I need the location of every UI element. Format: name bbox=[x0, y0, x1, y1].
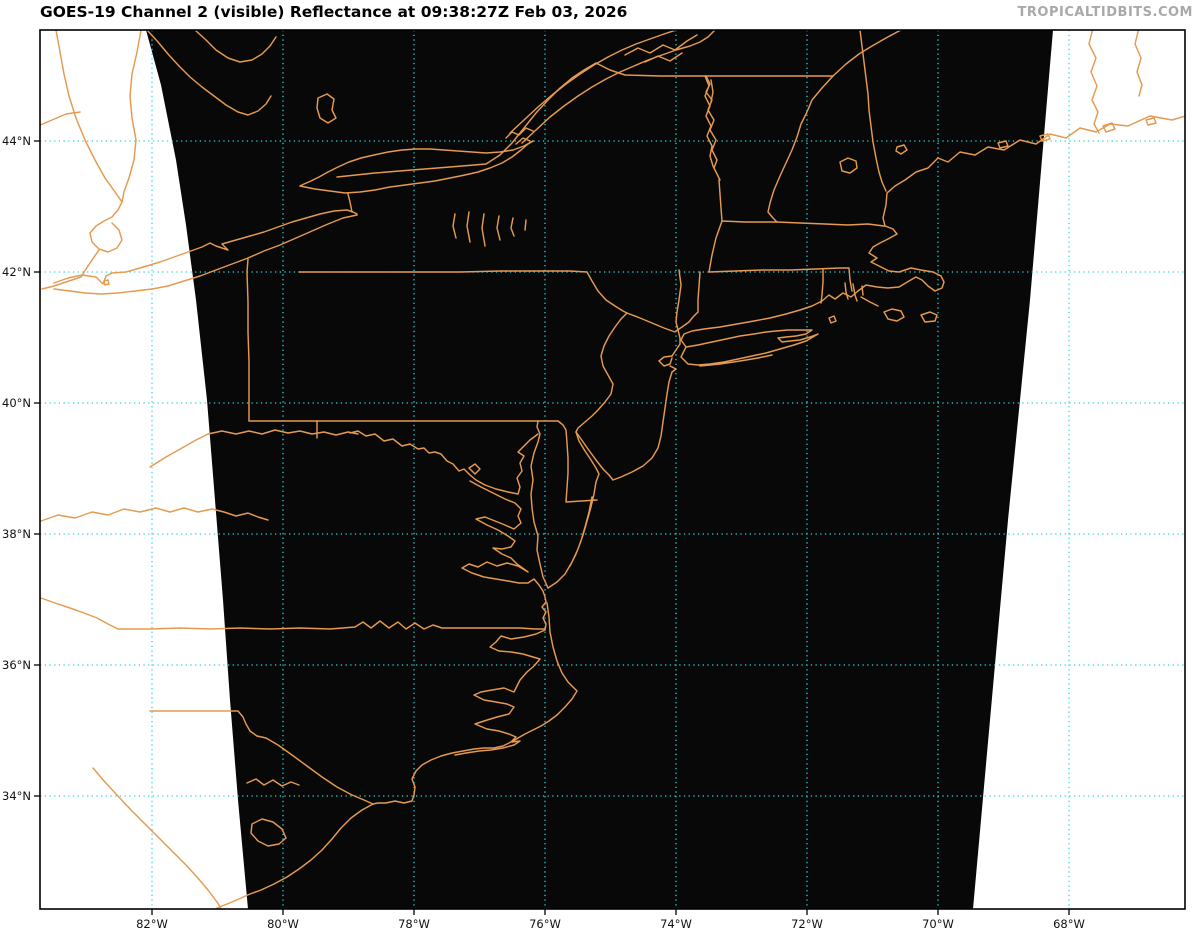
lon-label-68°W: 68°W bbox=[1053, 917, 1085, 929]
narragansett-bay-inlets bbox=[844, 282, 879, 307]
washington-dc-boundary bbox=[468, 463, 481, 475]
ny-harbor-staten-island bbox=[658, 355, 677, 373]
ma-north-border bbox=[721, 220, 885, 227]
lake-erie-north-shore bbox=[53, 209, 358, 285]
lake-champlain bbox=[704, 75, 721, 181]
me-quebec-border bbox=[832, 30, 904, 77]
montreal-area-lines bbox=[624, 34, 698, 63]
vt-nh-border-connecticut-river bbox=[767, 75, 834, 223]
lat-label-34°N: 34°N bbox=[2, 789, 31, 803]
lon-label-72°W: 72°W bbox=[791, 917, 823, 929]
thousand-islands bbox=[505, 127, 534, 145]
chesapeake-lower-west-shore bbox=[461, 480, 547, 603]
lon-label-74°W: 74°W bbox=[660, 917, 692, 929]
marthas-vineyard-island bbox=[883, 308, 905, 322]
map-inner bbox=[40, 30, 1185, 909]
lat-label-44°N: 44°N bbox=[2, 134, 31, 148]
site-watermark: TROPICALTIDBITS.COM bbox=[1017, 5, 1193, 20]
savannah-river-border bbox=[92, 767, 223, 909]
niagara-river bbox=[347, 193, 353, 213]
maine-islands bbox=[997, 117, 1157, 149]
ct-ny-border bbox=[675, 271, 701, 332]
block-island bbox=[828, 315, 837, 324]
lake-ontario-north-shore bbox=[299, 140, 534, 187]
lat-label-42°N: 42°N bbox=[2, 265, 31, 279]
pa-west-border bbox=[246, 258, 250, 422]
chesapeake-east-shore bbox=[530, 420, 549, 589]
st-lawrence-shore-north bbox=[509, 30, 677, 134]
bruce-peninsula-line bbox=[40, 111, 81, 126]
us-canada-border-lake-ontario bbox=[336, 62, 597, 178]
lon-label-76°W: 76°W bbox=[529, 917, 561, 929]
michigan-thumb-coast bbox=[41, 30, 123, 290]
lake-erie-south-shore bbox=[53, 214, 358, 295]
tn-va-border bbox=[40, 597, 119, 630]
hudson-river bbox=[671, 269, 682, 357]
finger-lakes bbox=[452, 211, 527, 247]
lat-label-40°N: 40°N bbox=[2, 396, 31, 410]
graticule bbox=[40, 30, 1185, 909]
satellite-swath-region bbox=[146, 30, 1053, 909]
georgian-bay-coast bbox=[147, 30, 277, 116]
lon-label-78°W: 78°W bbox=[398, 917, 430, 929]
va-nc-border bbox=[117, 620, 546, 630]
st-lawrence-shore-south bbox=[521, 30, 715, 144]
maine-rivers bbox=[1088, 30, 1143, 134]
chesapeake-west-shore-potomac bbox=[349, 430, 539, 495]
lon-label-80°W: 80°W bbox=[267, 917, 299, 929]
me-nh-border bbox=[859, 30, 887, 192]
lake-huron-east-shore bbox=[121, 30, 142, 203]
ny-vt-border bbox=[718, 179, 723, 222]
nc-sc-border bbox=[149, 710, 374, 805]
map-features bbox=[40, 30, 1185, 909]
axis-labels: 44°N 42°N 40°N 38°N 36°N 34°N 82°W 80°W 78°W 76°W… bbox=[2, 134, 1085, 929]
pelee-island bbox=[103, 279, 110, 286]
ma-ny-border bbox=[708, 220, 723, 273]
lake-marion bbox=[250, 818, 287, 847]
wv-va-border-south bbox=[40, 507, 269, 522]
new-jersey-coast bbox=[575, 371, 673, 481]
nantucket-island bbox=[920, 311, 938, 323]
lon-label-82°W: 82°W bbox=[136, 917, 168, 929]
lon-label-70°W: 70°W bbox=[922, 917, 954, 929]
new-england-coast bbox=[680, 225, 945, 348]
us-canada-border-45n bbox=[595, 62, 834, 77]
ct-ri-ma-borders bbox=[708, 267, 853, 304]
long-island bbox=[680, 329, 819, 367]
ny-nj-border bbox=[626, 312, 676, 333]
lat-label-36°N: 36°N bbox=[2, 658, 31, 672]
map-title: GOES-19 Channel 2 (visible) Reflectance … bbox=[40, 3, 628, 21]
nc-sounds-coast bbox=[372, 601, 547, 805]
lake-simcoe bbox=[316, 93, 337, 124]
nh-me-lakes bbox=[839, 144, 908, 174]
ny-pa-border bbox=[298, 270, 588, 273]
map-frame bbox=[39, 29, 1186, 910]
lake-ontario-south-shore bbox=[299, 140, 534, 194]
outer-banks-barrier bbox=[454, 602, 578, 756]
delaware-bay-west-shore bbox=[575, 431, 600, 483]
lake-wateree bbox=[246, 778, 300, 787]
sc-coast bbox=[213, 803, 374, 909]
delaware-river bbox=[575, 271, 628, 433]
delaware-borders bbox=[557, 420, 598, 503]
lat-label-38°N: 38°N bbox=[2, 527, 31, 541]
wv-va-border-north bbox=[149, 429, 359, 468]
